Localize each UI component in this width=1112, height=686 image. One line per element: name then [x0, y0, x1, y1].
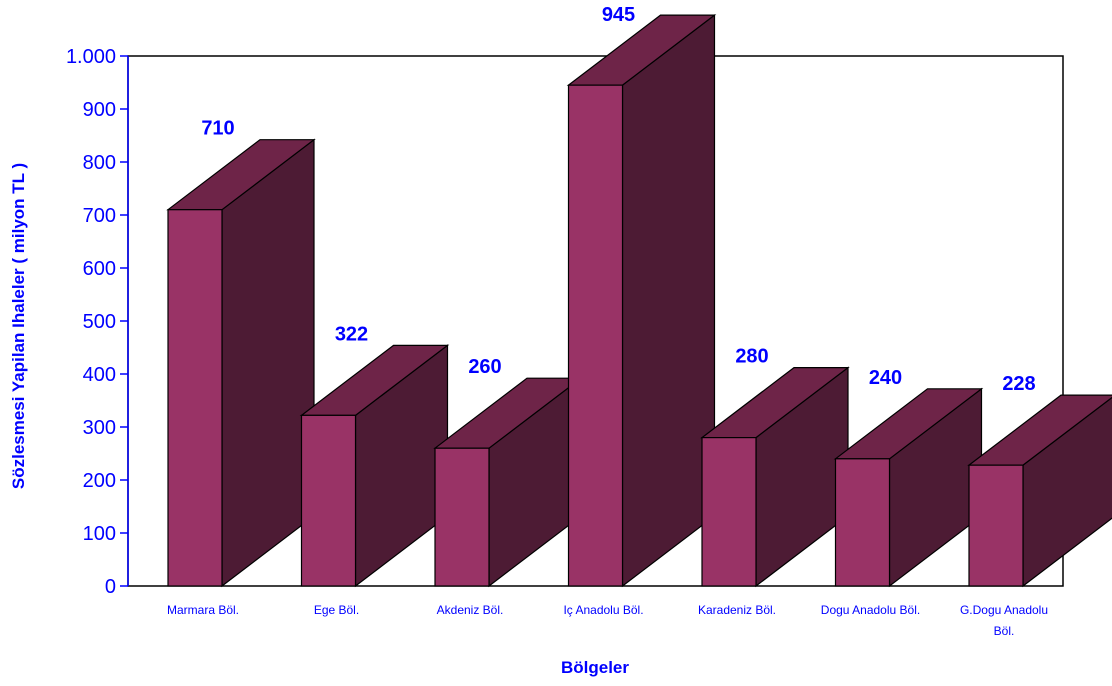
data-label: 322	[335, 323, 368, 345]
bar	[299, 344, 450, 588]
y-tick-label: 800	[83, 152, 116, 174]
bar-side-face	[221, 138, 315, 588]
x-tick-label-line: Akdeniz Böl.	[437, 603, 504, 617]
x-axis-labels: Marmara Böl. Ege Böl. Akdeniz Böl. Iç Anado…	[167, 603, 1048, 638]
bar	[967, 394, 1112, 588]
x-tick-label-line: Iç Anadolu Böl.	[563, 603, 643, 617]
y-tick-label: 900	[83, 99, 116, 121]
bar	[700, 366, 850, 588]
x-tick-label-line: Marmara Böl.	[167, 603, 239, 617]
x-tick-label: Ege Böl.	[314, 603, 359, 617]
bar-front-face	[701, 437, 757, 587]
bars	[166, 13, 1112, 588]
bar-front-face	[300, 414, 357, 587]
bar-front-face	[567, 84, 624, 587]
y-tick-label: 300	[83, 417, 116, 439]
data-label: 945	[602, 4, 635, 26]
x-tick-label: G.Dogu Anadolu Böl.	[960, 603, 1048, 638]
bar	[566, 13, 717, 588]
x-tick-label-line: Karadeniz Böl.	[698, 603, 776, 617]
x-tick-label-line: Ege Böl.	[314, 603, 359, 617]
bar-front-face	[968, 464, 1024, 587]
y-axis-title: Sözlesmesi Yapilan Ihaleler ( milyon TL …	[9, 163, 28, 489]
y-tick-label: 0	[105, 576, 116, 598]
bar-side-face	[621, 13, 716, 588]
x-tick-label: Karadeniz Böl.	[698, 603, 776, 617]
x-tick-label: Dogu Anadolu Böl.	[821, 603, 920, 617]
bar-front-face	[167, 209, 223, 587]
x-axis-title: Bölgeler	[561, 658, 629, 677]
x-tick-label-line: Dogu Anadolu Böl.	[821, 603, 920, 617]
bar	[833, 387, 984, 588]
y-tick-label: 100	[83, 523, 116, 545]
bar	[166, 138, 316, 588]
x-tick-label-line: G.Dogu Anadolu	[960, 603, 1048, 617]
y-tick-label: 1.000	[66, 46, 116, 68]
x-tick-label-line: Böl.	[994, 624, 1015, 638]
bar	[433, 376, 583, 588]
x-tick-label: Marmara Böl.	[167, 603, 239, 617]
data-label: 260	[468, 356, 501, 378]
y-tick-label: 700	[83, 205, 116, 227]
y-axis-ticks: 0 100 200 300 400 500 600 700 800 900 1.000	[66, 46, 128, 598]
x-tick-label: Iç Anadolu Böl.	[563, 603, 643, 617]
data-label: 280	[735, 346, 768, 368]
y-tick-label: 400	[83, 364, 116, 386]
x-tick-label: Akdeniz Böl.	[437, 603, 504, 617]
data-label: 240	[869, 367, 902, 389]
data-label: 710	[201, 118, 234, 140]
data-label: 228	[1002, 373, 1035, 395]
y-tick-label: 500	[83, 311, 116, 333]
bar-front-face	[834, 458, 891, 587]
y-tick-label: 200	[83, 470, 116, 492]
bar-front-face	[434, 447, 490, 587]
data-labels: 710 322 260 945 280 240 228	[201, 4, 1035, 395]
y-tick-label: 600	[83, 258, 116, 280]
